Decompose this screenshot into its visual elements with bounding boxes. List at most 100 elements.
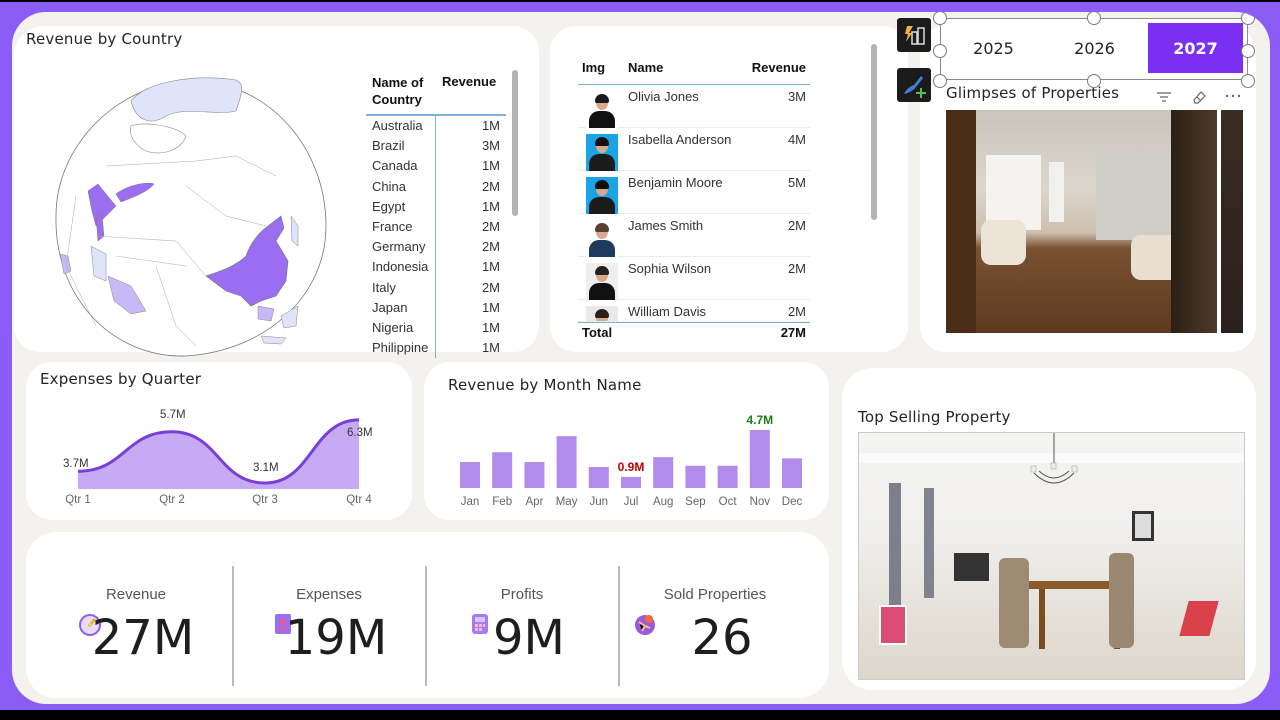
resize-handle-bl[interactable] [933,74,947,88]
table-row[interactable]: James Smith 2M [578,214,810,257]
table-row[interactable]: Italy 2M [366,277,506,298]
glimpses-title: Glimpses of Properties [946,84,1120,102]
resize-handle-tr[interactable] [1241,12,1255,25]
kpi-expenses: Expenses 19M [233,568,425,688]
table-row[interactable]: Egypt 1M [366,196,506,217]
quick-insights-button[interactable] [897,18,931,52]
table-row[interactable]: Brazil 3M [366,136,506,157]
top-selling-photo[interactable] [858,432,1245,680]
agent-rows: Olivia Jones 3M Isabella Anderson 4M Ben… [578,85,810,322]
bar-jun [588,467,609,488]
country-name: Philippine [366,338,436,359]
table-row[interactable]: Canada 1M [366,156,506,177]
format-painter-button[interactable] [897,68,931,102]
more-options-icon[interactable] [1224,92,1242,100]
resize-handle-br[interactable] [1241,74,1255,88]
format-painter-icon [904,76,926,98]
table-row[interactable]: Olivia Jones 3M [578,85,810,128]
svg-text:Nov: Nov [750,496,771,508]
svg-text:Apr: Apr [525,496,543,508]
report-canvas: Revenue by Country [12,12,1270,704]
country-name: France [366,216,436,238]
eraser-icon[interactable] [1190,88,1208,106]
glimpse-photo-living-room[interactable] [946,110,1217,333]
resize-handle-tl[interactable] [933,12,947,25]
table-row[interactable]: Indonesia 1M [366,257,506,278]
header-name[interactable]: Name [628,60,664,75]
table-row[interactable]: William Davis 2M [578,300,810,322]
filter-icon[interactable] [1156,90,1172,104]
revenue-bar-chart[interactable]: Jan Feb Apr May Jun Jul 0.9M Aug Sep Oct Nov 4.7M De… [424,362,829,520]
bar-apr [524,462,545,488]
agents-total-row: Total 27M [578,322,810,344]
svg-text:Feb: Feb [492,496,512,508]
table-row[interactable]: Japan 1M [366,297,506,318]
svg-text:Oct: Oct [719,496,738,508]
country-revenue: 2M [481,218,500,234]
globe-map-icon [55,77,327,357]
table-row[interactable]: China 2M [366,176,506,197]
country-name: Italy [366,277,436,298]
resize-handle-bc[interactable] [1087,74,1101,88]
table-row[interactable]: Isabella Anderson 4M [578,128,810,171]
table-row[interactable]: Sophia Wilson 2M [578,257,810,300]
kpi-divider [232,566,234,686]
country-revenue: 1M [481,299,500,315]
glimpses-header-icons [1152,88,1252,108]
table-row[interactable]: Benjamin Moore 5M [578,171,810,214]
kpi-label: Sold Properties [663,586,767,603]
svg-text:Dec: Dec [782,496,803,508]
revenue-by-country-card: Revenue by Country [14,26,539,359]
country-table-scrollbar[interactable] [512,70,518,216]
country-name: Australia [366,116,436,137]
kpi-divider [425,566,427,686]
country-name: Nigeria [366,317,436,339]
svg-text:Sep: Sep [685,496,705,508]
revenue-map[interactable] [36,66,336,361]
resize-handle-mr[interactable] [1241,44,1255,58]
header-img[interactable]: Img [582,60,606,75]
resize-handle-tc[interactable] [1087,12,1101,25]
avatar [586,263,618,300]
agent-name: Olivia Jones [628,89,699,104]
header-revenue[interactable]: Revenue [442,74,497,89]
table-row[interactable]: France 2M [366,216,506,238]
top-selling-title: Top Selling Property [858,408,1011,426]
expenses-by-quarter-card: Expenses by Quarter Qtr 1 3.7M Qtr 2 5.7M Qt… [26,362,412,520]
agent-revenue: 2M [787,261,806,276]
year-option-2025[interactable]: 2025 [973,38,1014,58]
expenses-area-chart[interactable]: Qtr 1 3.7M Qtr 2 5.7M Qtr 3 3.1M Qtr 4 6.3M [26,362,412,520]
header-revenue[interactable]: Revenue [751,60,806,75]
bar-sep [685,465,706,488]
agent-revenue: 2M [787,304,806,319]
quick-insights-icon [905,26,925,45]
avatar [586,91,618,128]
svg-text:Jan: Jan [461,496,480,508]
kpi-value: 27M [91,610,195,666]
top-selling-card: Top Selling Property [842,368,1256,690]
year-slicer: 2025 2026 2027 [940,18,1248,80]
agent-name: Benjamin Moore [628,175,723,190]
glimpse-photo-next[interactable] [1221,110,1243,333]
svg-text:May: May [556,496,578,508]
header-country[interactable]: Name of Country [372,75,424,107]
svg-text:3.7M: 3.7M [63,458,89,470]
table-row[interactable]: Philippine 1M [366,338,506,359]
year-option-2027[interactable]: 2027 [1148,23,1243,73]
agent-revenue: 5M [787,175,806,190]
table-row[interactable]: Nigeria 1M [366,317,506,339]
resize-handle-ml[interactable] [933,44,947,58]
expenses-by-quarter-title: Expenses by Quarter [40,370,202,388]
agents-table-scrollbar[interactable] [871,44,877,220]
country-name: Canada [366,156,436,177]
table-row[interactable]: Australia 1M [366,116,506,137]
year-option-2026[interactable]: 2026 [1074,38,1115,58]
revenue-by-country-title: Revenue by Country [26,30,183,48]
total-label: Total [582,325,613,340]
svg-text:4.7M: 4.7M [746,413,773,427]
table-row[interactable]: Germany 2M [366,237,506,258]
svg-text:3.1M: 3.1M [253,462,279,474]
country-revenue: 2M [481,239,500,255]
country-revenue: 1M [481,118,500,133]
svg-text:Qtr 2: Qtr 2 [159,494,185,506]
